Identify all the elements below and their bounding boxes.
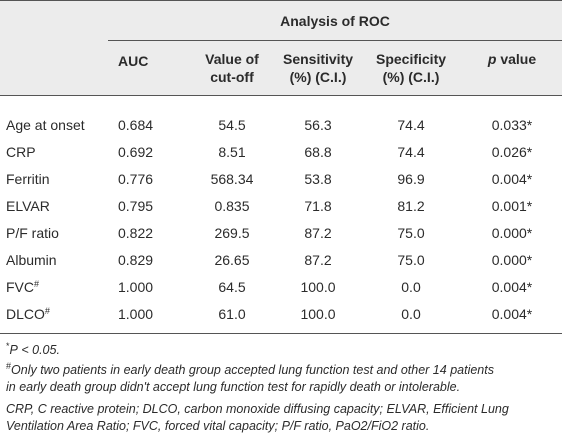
footnote-mark: # (6, 361, 12, 371)
row-label-text: Albumin (6, 252, 57, 268)
cell-value: 0.829 (118, 252, 154, 268)
cell-value: 0.835 (214, 198, 250, 214)
cell-value: 0.0 (401, 279, 421, 295)
column-header: Value of cut-off (192, 50, 272, 86)
row-label: Age at onset (6, 116, 85, 134)
column-header: p value (470, 50, 554, 68)
header-line: AUC (118, 53, 149, 69)
row-label: FVC# (6, 278, 39, 296)
cell-value: 0.000* (491, 225, 533, 241)
header-line: cut-off (210, 69, 254, 85)
cell-value: 0.033* (491, 117, 533, 133)
cell-value: 71.8 (304, 198, 332, 214)
rule (0, 0, 562, 1)
cell-value: 74.4 (397, 144, 425, 160)
cell-value: 1.000 (118, 279, 154, 295)
cell-value: 0.795 (118, 198, 154, 214)
cell-value: 96.9 (397, 171, 425, 187)
row-label-text: FVC (6, 279, 34, 295)
header-background (0, 0, 562, 96)
row-label-text: Ferritin (6, 171, 50, 187)
row-label: Albumin (6, 251, 57, 269)
footnote-italic: P (9, 343, 18, 357)
footnote-line: CRP, C reactive protein; DLCO, carbon mo… (6, 402, 509, 416)
header-line: Value of (205, 51, 259, 67)
cell-value: 0.684 (118, 117, 154, 133)
cell-value: 0.822 (118, 225, 154, 241)
row-label-text: P/F ratio (6, 225, 59, 241)
cell-value: 0.001* (491, 198, 533, 214)
row-label-text: Age at onset (6, 117, 85, 133)
column-header: AUC (118, 52, 178, 70)
footnote-line: Ventilation Area Ratio; FVC, forced vita… (6, 419, 430, 433)
footnote: #Only two patients in early death group … (6, 362, 494, 396)
cell-value: 568.34 (210, 171, 254, 187)
row-label-sup: # (34, 279, 40, 289)
row-label: Ferritin (6, 170, 50, 188)
cell-value: 0.004* (491, 171, 533, 187)
cell-value: 0.0 (401, 306, 421, 322)
cell-value: 81.2 (397, 198, 425, 214)
footnote-mark: * (6, 341, 10, 351)
row-label: ELVAR (6, 197, 50, 215)
cell-value: 64.5 (218, 279, 246, 295)
cell-value: 56.3 (304, 117, 332, 133)
cell-value: 0.692 (118, 144, 154, 160)
row-label-text: ELVAR (6, 198, 50, 214)
cell-value: 0.004* (491, 306, 533, 322)
row-label: P/F ratio (6, 224, 59, 242)
cell-value: 68.8 (304, 144, 332, 160)
header-line: (%) (C.I.) (289, 69, 347, 85)
header-line: Sensitivity (282, 51, 354, 67)
group-header: Analysis of ROC (280, 13, 390, 29)
footnote: *P < 0.05. (6, 342, 60, 359)
cell-value: 1.000 (118, 306, 154, 322)
footnote: CRP, C reactive protein; DLCO, carbon mo… (6, 401, 509, 435)
footnote-text: < 0.05. (21, 343, 60, 357)
header-text: value (500, 51, 537, 67)
cell-value: 53.8 (304, 171, 332, 187)
column-header: Sensitivity (%) (C.I.) (272, 50, 364, 86)
row-label: CRP (6, 143, 36, 161)
cell-value: 100.0 (300, 306, 336, 322)
column-header: Specificity (%) (C.I.) (364, 50, 458, 86)
footnote-line: in early death group didn't accept lung … (6, 380, 461, 394)
cell-value: 0.026* (491, 144, 533, 160)
rule (108, 40, 562, 41)
rule (0, 95, 562, 96)
cell-value: 0.000* (491, 252, 533, 268)
header-italic: p (487, 51, 497, 67)
cell-value: 87.2 (304, 225, 332, 241)
header-line: Specificity (375, 51, 447, 67)
cell-value: 75.0 (397, 225, 425, 241)
cell-value: 0.776 (118, 171, 154, 187)
cell-value: 100.0 (300, 279, 336, 295)
footnote-line: Only two patients in early death group a… (11, 363, 494, 377)
cell-value: 0.004* (491, 279, 533, 295)
cell-value: 269.5 (214, 225, 250, 241)
row-label-sup: # (44, 306, 50, 316)
header-line: (%) (C.I.) (382, 69, 440, 85)
row-label: DLCO# (6, 305, 50, 323)
cell-value: 87.2 (304, 252, 332, 268)
row-label-text: DLCO (6, 306, 45, 322)
cell-value: 61.0 (218, 306, 246, 322)
cell-value: 75.0 (397, 252, 425, 268)
cell-value: 74.4 (397, 117, 425, 133)
rule (0, 333, 562, 334)
cell-value: 54.5 (218, 117, 246, 133)
cell-value: 26.65 (214, 252, 250, 268)
row-label-text: CRP (6, 144, 36, 160)
cell-value: 8.51 (218, 144, 246, 160)
